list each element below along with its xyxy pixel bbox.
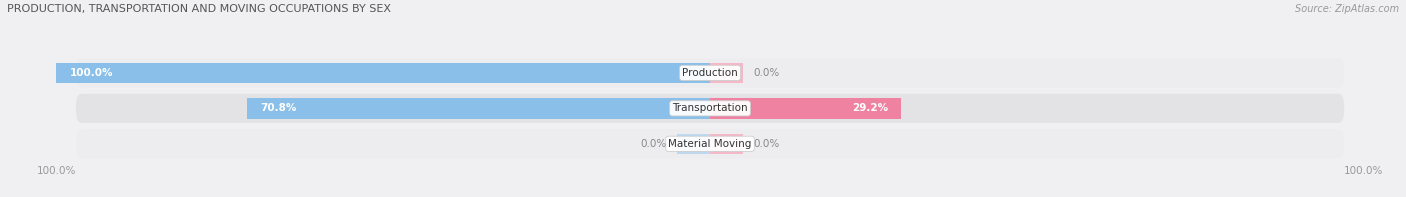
Text: Transportation: Transportation xyxy=(672,103,748,113)
Bar xyxy=(56,63,710,83)
Bar xyxy=(710,63,742,83)
Text: Source: ZipAtlas.com: Source: ZipAtlas.com xyxy=(1295,4,1399,14)
Bar xyxy=(678,134,710,154)
Text: 0.0%: 0.0% xyxy=(754,139,779,149)
Text: PRODUCTION, TRANSPORTATION AND MOVING OCCUPATIONS BY SEX: PRODUCTION, TRANSPORTATION AND MOVING OC… xyxy=(7,4,391,14)
Text: 70.8%: 70.8% xyxy=(260,103,297,113)
FancyBboxPatch shape xyxy=(76,129,1344,158)
FancyBboxPatch shape xyxy=(76,58,1344,87)
FancyBboxPatch shape xyxy=(76,94,1344,123)
Text: 0.0%: 0.0% xyxy=(641,139,666,149)
Text: Production: Production xyxy=(682,68,738,78)
Bar xyxy=(710,134,742,154)
Text: 29.2%: 29.2% xyxy=(852,103,887,113)
Text: 100.0%: 100.0% xyxy=(69,68,112,78)
Bar xyxy=(710,98,901,119)
Bar xyxy=(247,98,710,119)
Text: Material Moving: Material Moving xyxy=(668,139,752,149)
Text: 0.0%: 0.0% xyxy=(754,68,779,78)
